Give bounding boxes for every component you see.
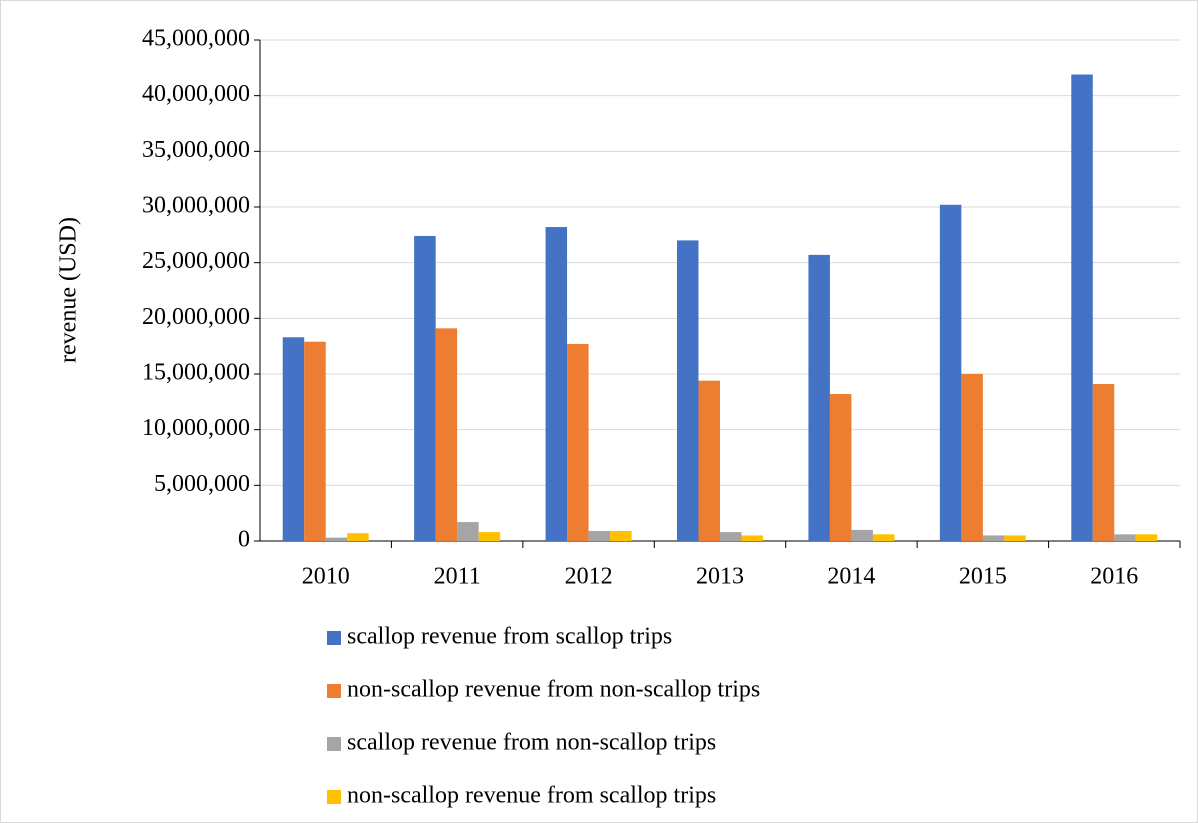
bar (457, 522, 479, 541)
bar (720, 532, 742, 541)
x-tick-label: 2012 (565, 564, 613, 590)
bar (698, 380, 720, 541)
bar (808, 254, 830, 541)
bar (478, 532, 501, 541)
bar (1092, 384, 1115, 541)
y-tick-label: 25,000,000 (142, 248, 250, 274)
y-tick-label: 0 (238, 527, 250, 553)
y-tick-label: 20,000,000 (142, 304, 250, 330)
legend-label: scallop revenue from non-scallop trips (347, 730, 716, 756)
bar (567, 343, 589, 541)
bar (1135, 534, 1158, 541)
bar (851, 529, 873, 541)
bar (347, 533, 369, 541)
x-tick-label: 2014 (827, 564, 875, 590)
bar (1004, 535, 1026, 541)
x-tick-label: 2015 (959, 564, 1007, 590)
bar (829, 394, 852, 541)
bar (677, 240, 699, 541)
bar (939, 204, 962, 542)
x-tick-label: 2011 (434, 564, 481, 590)
y-tick-label: 10,000,000 (142, 415, 250, 441)
bar (282, 337, 305, 541)
x-tick-label: 2010 (302, 564, 350, 590)
legend-swatch (327, 631, 341, 645)
bar (304, 341, 326, 541)
legend-label: non-scallop revenue from non-scallop tri… (347, 677, 760, 703)
y-tick-label: 40,000,000 (142, 81, 250, 107)
bar (325, 537, 348, 541)
bar (1114, 534, 1136, 541)
legend-swatch (327, 684, 341, 698)
bar (610, 530, 632, 541)
bar (1071, 74, 1093, 541)
x-tick-label: 2013 (696, 564, 744, 590)
legend-label: scallop revenue from scallop trips (347, 624, 672, 650)
bar (545, 227, 568, 542)
bar (741, 535, 763, 541)
x-tick-label: 2016 (1090, 564, 1138, 590)
legend-label: non-scallop revenue from scallop trips (347, 783, 716, 809)
legend-swatch (327, 790, 341, 804)
y-tick-label: 30,000,000 (142, 193, 250, 219)
bar (982, 535, 1005, 541)
bar (872, 534, 895, 541)
y-axis-label: revenue (USD) (56, 217, 82, 363)
bar (414, 235, 436, 542)
y-tick-label: 5,000,000 (154, 471, 250, 497)
bar (435, 328, 458, 541)
y-tick-label: 45,000,000 (142, 26, 250, 52)
y-tick-label: 35,000,000 (142, 137, 250, 163)
y-tick-label: 15,000,000 (142, 360, 250, 386)
legend-swatch (327, 737, 341, 751)
bar (588, 530, 611, 541)
bar (961, 374, 983, 541)
